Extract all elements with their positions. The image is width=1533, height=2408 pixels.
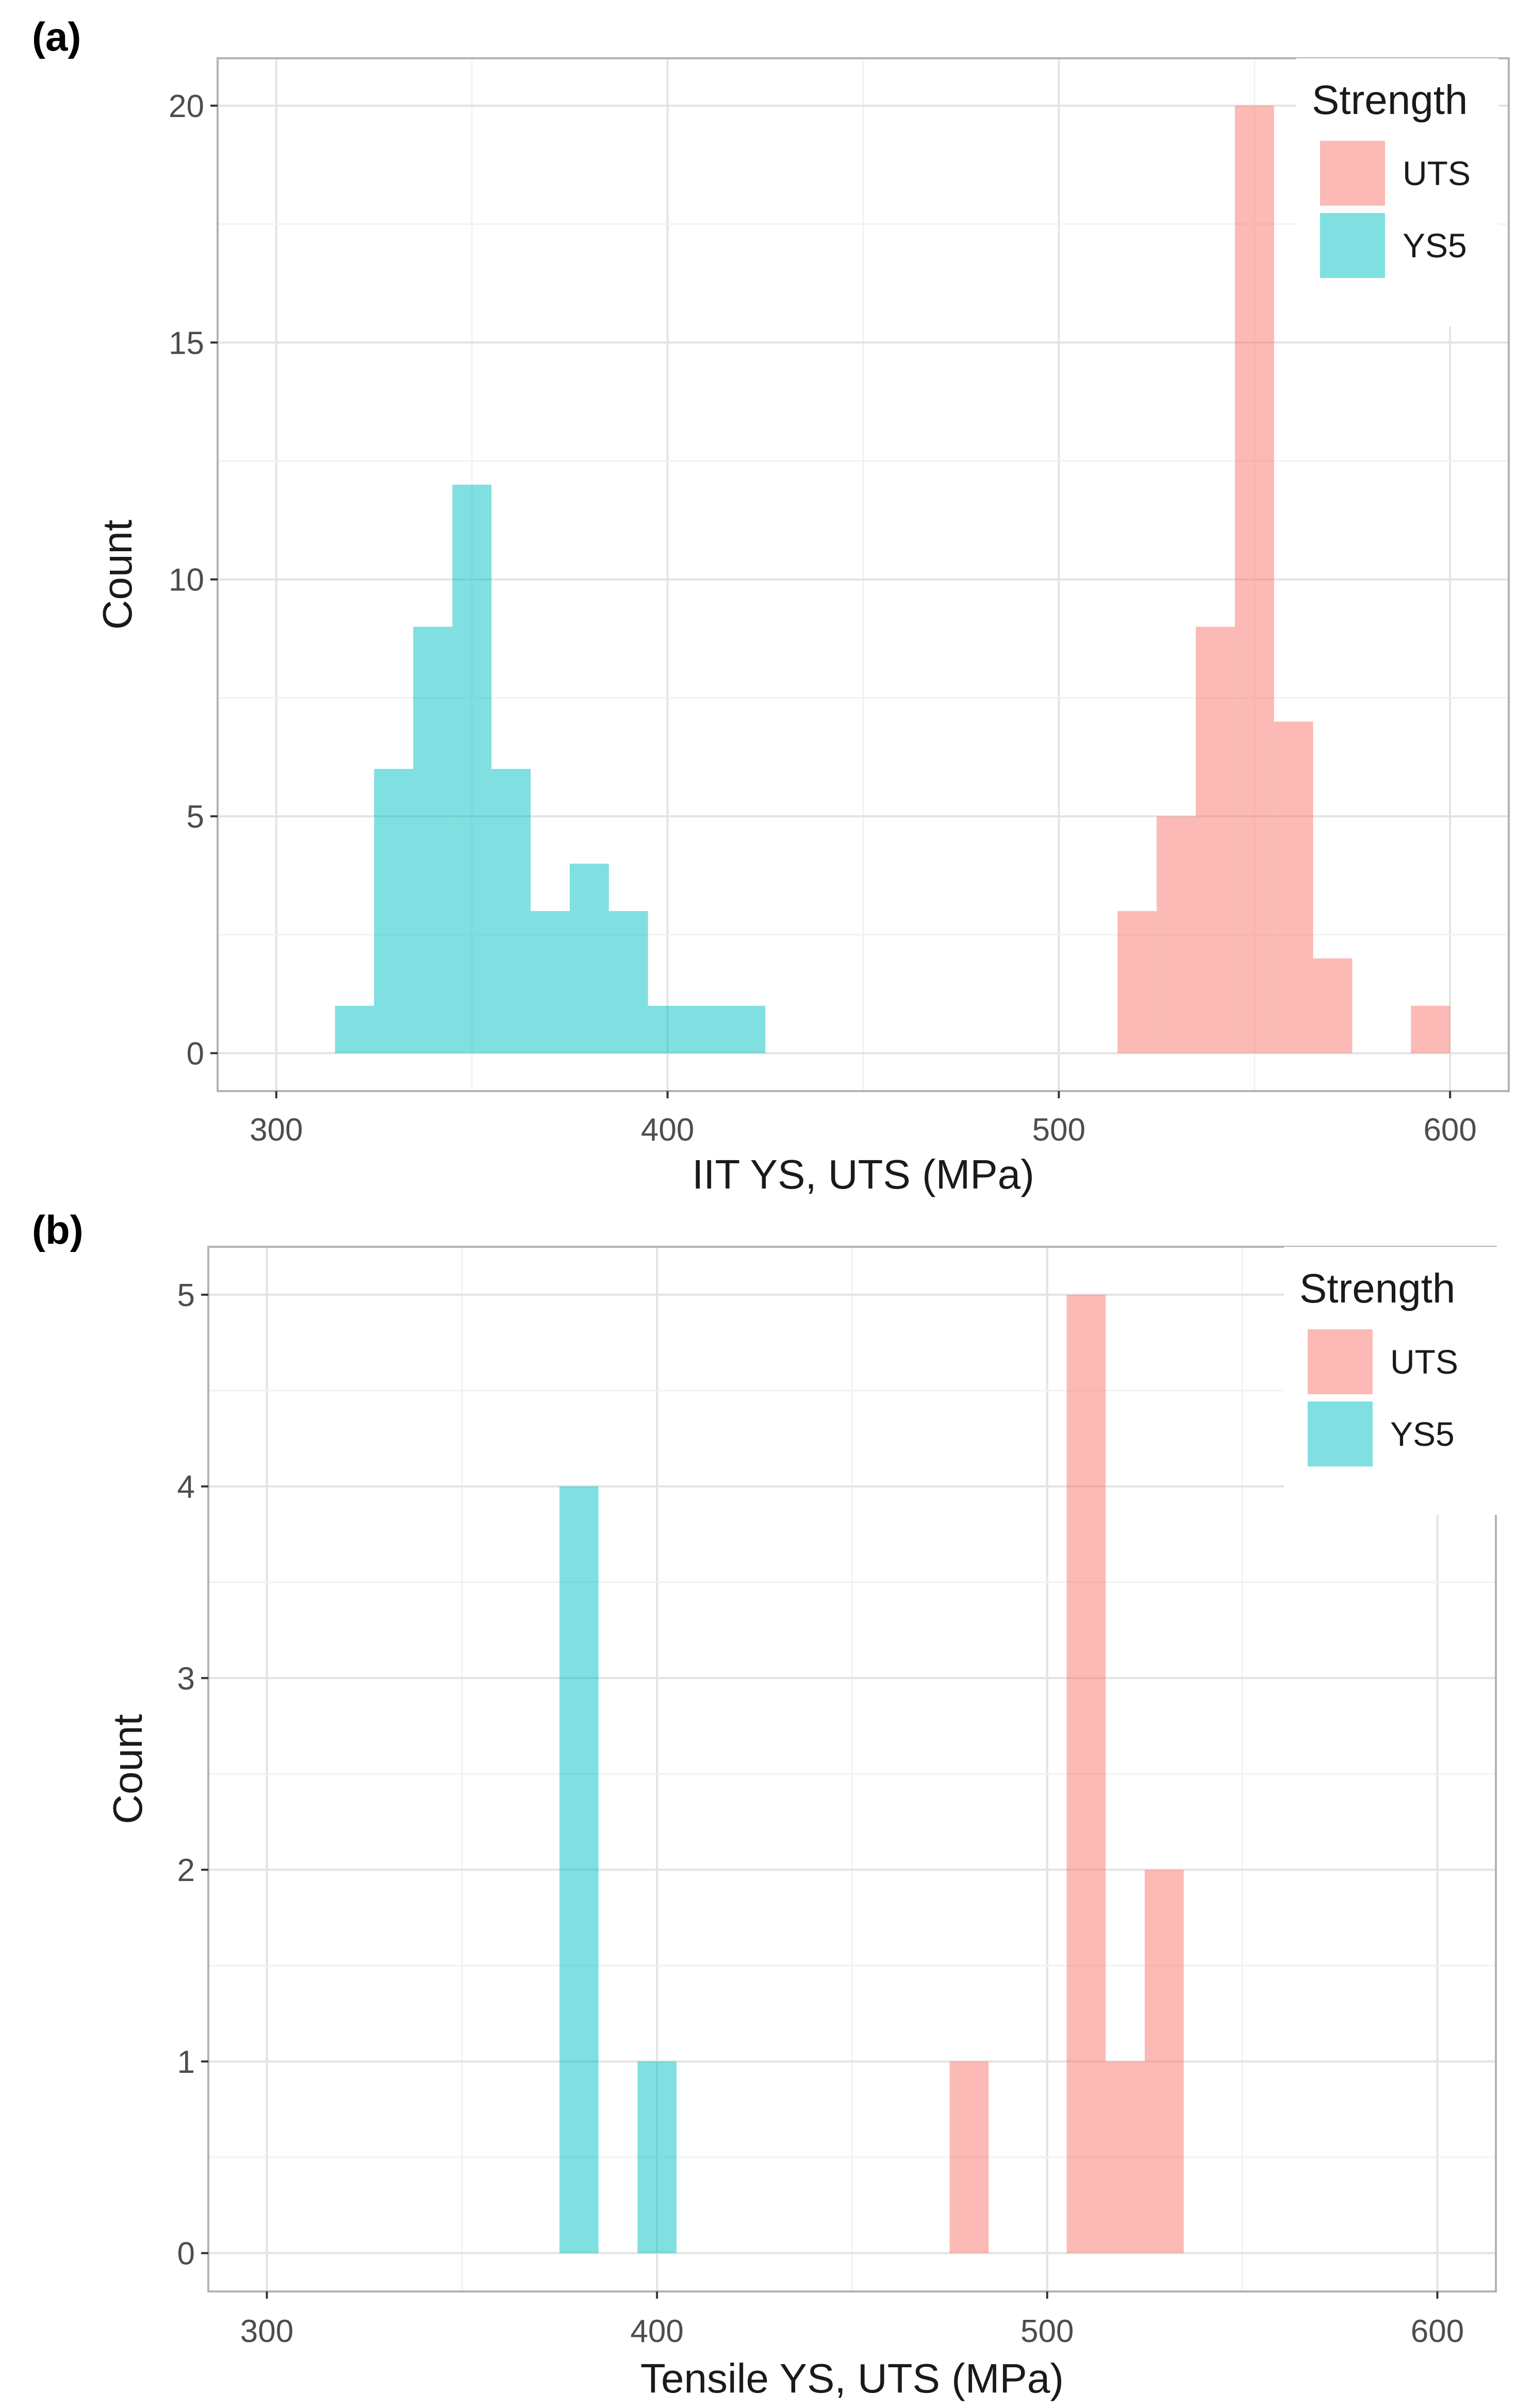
- x-tick-label: 500: [1020, 2314, 1074, 2349]
- y-tick-label: 2: [177, 1853, 195, 1888]
- legend: Strength UTS YS5: [1284, 1247, 1498, 1515]
- histogram-bar-uts: [1117, 911, 1157, 1053]
- histogram-bar-ys5: [569, 863, 609, 1053]
- y-axis-title: Count: [105, 1714, 151, 1824]
- y-tick-label: 3: [177, 1661, 195, 1696]
- y-tick-label: 10: [169, 563, 204, 598]
- y-tick-label: 4: [177, 1470, 195, 1505]
- legend-label-uts: UTS: [1390, 1343, 1458, 1381]
- histogram-bar-uts: [1274, 721, 1313, 1053]
- y-tick-label: 0: [177, 2236, 195, 2272]
- histogram-bar-ys5: [648, 1005, 687, 1053]
- histogram-bar-uts: [1157, 816, 1196, 1053]
- histogram-bar-ys5: [491, 769, 531, 1053]
- x-tick-label: 500: [1032, 1112, 1085, 1148]
- histogram-bar-ys5: [452, 484, 492, 1053]
- x-tick-label: 600: [1423, 1112, 1476, 1148]
- panel-label: (b): [32, 1207, 84, 1252]
- y-tick-label: 0: [187, 1036, 204, 1071]
- series-uts: [1117, 105, 1450, 1053]
- histogram-bar-ys5: [374, 769, 414, 1053]
- histogram-bar-ys5: [335, 1005, 374, 1053]
- x-tick-label: 300: [240, 2314, 293, 2349]
- histogram-bar-ys5: [559, 1486, 599, 2253]
- panel-label: (a): [32, 14, 81, 59]
- histogram-bar-ys5: [637, 2061, 677, 2253]
- x-tick-label: 300: [250, 1112, 303, 1148]
- legend-label-ys5: YS5: [1390, 1415, 1455, 1453]
- histogram-bar-uts: [1195, 626, 1235, 1053]
- legend-key-ys5: [1308, 1401, 1373, 1466]
- legend-key-ys5: [1320, 213, 1385, 278]
- series-uts: [949, 1294, 1184, 2253]
- histogram-bar-uts: [1066, 1294, 1106, 2253]
- x-tick-label: 400: [641, 1112, 694, 1148]
- legend: Strength UTS YS5: [1296, 58, 1498, 326]
- histogram-bar-uts: [1234, 105, 1274, 1053]
- legend-title: Strength: [1299, 1265, 1455, 1311]
- x-axis-title: Tensile YS, UTS (MPa): [640, 2355, 1064, 2401]
- y-axis-title: Count: [94, 520, 140, 630]
- chart-panel-a: (a) 300 400 500 600 0 5 10 15 20 IIT YS, UTS (MPa)…: [32, 14, 1510, 1197]
- histogram-bar-ys5: [687, 1005, 727, 1053]
- legend-label-ys5: YS5: [1403, 226, 1467, 265]
- chart-panel-b: (b) 300 400 500 600 0 1 2 3 4 5 Tensile YS, UTS (MP…: [32, 1207, 1498, 2401]
- histogram-bar-ys5: [413, 626, 453, 1053]
- legend-label-uts: UTS: [1403, 154, 1471, 192]
- series-ys5: [559, 1486, 677, 2253]
- series-ys5: [335, 484, 766, 1053]
- legend-key-uts: [1320, 141, 1385, 206]
- x-tick-label: 400: [630, 2314, 683, 2349]
- histogram-bar-ys5: [531, 911, 570, 1053]
- histogram-bar-ys5: [726, 1005, 766, 1053]
- plot-border: [207, 1246, 1497, 2292]
- y-tick-label: 15: [169, 325, 204, 361]
- legend-key-uts: [1308, 1329, 1373, 1394]
- histogram-bar-uts: [1145, 1870, 1184, 2253]
- plot-border: [217, 57, 1510, 1092]
- histogram-bar-uts: [1411, 1005, 1450, 1053]
- histogram-bar-uts: [949, 2061, 989, 2253]
- x-tick-label: 600: [1411, 2314, 1464, 2349]
- x-axis-title: IIT YS, UTS (MPa): [692, 1151, 1034, 1197]
- legend-title: Strength: [1312, 77, 1468, 123]
- histogram-bar-uts: [1106, 2061, 1145, 2253]
- y-tick-label: 20: [169, 89, 204, 124]
- histogram-bar-uts: [1313, 958, 1353, 1053]
- y-tick-label: 5: [177, 1278, 195, 1313]
- y-tick-label: 5: [187, 799, 204, 835]
- y-tick-label: 1: [177, 2044, 195, 2080]
- histogram-bar-ys5: [608, 911, 648, 1053]
